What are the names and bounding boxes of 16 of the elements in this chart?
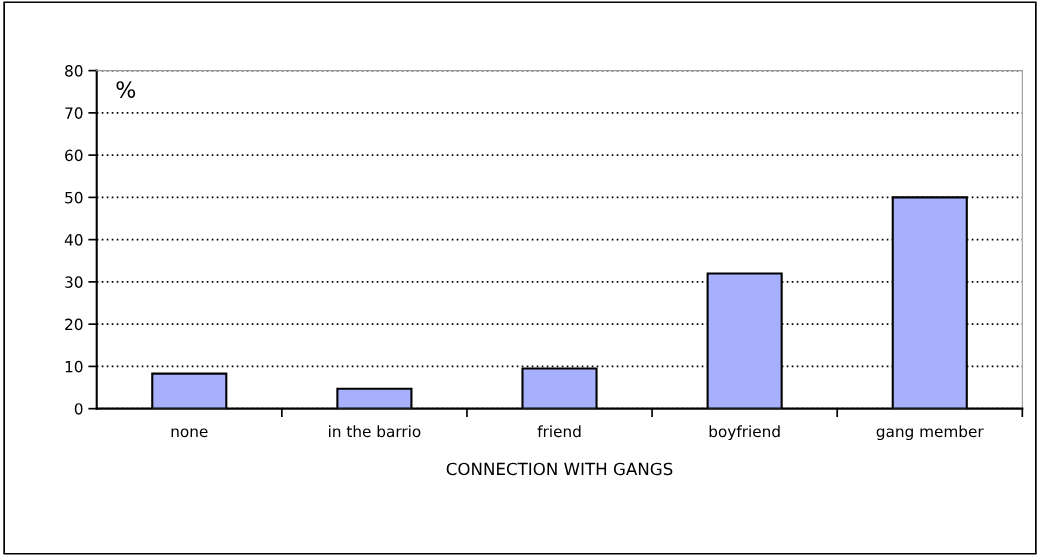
y-axis-title: % bbox=[116, 81, 136, 98]
y-tick-label: 40 bbox=[64, 234, 83, 246]
y-tick-label: 30 bbox=[65, 276, 83, 288]
y-tick-label: 80 bbox=[65, 65, 83, 77]
y-tick-label: 0 bbox=[74, 403, 83, 415]
x-tick-label: in the barrio bbox=[329, 425, 421, 438]
x-tick-label: gang member bbox=[876, 425, 984, 441]
x-tick-label: boyfriend bbox=[709, 425, 780, 441]
x-tick-label: none bbox=[171, 428, 208, 438]
y-tick-label: 70 bbox=[65, 107, 83, 119]
y-tick-label: 20 bbox=[65, 318, 83, 331]
y-tick-label: 50 bbox=[65, 191, 83, 204]
x-tick-label: friend bbox=[537, 425, 581, 438]
y-tick-label: 10 bbox=[65, 360, 83, 373]
y-tick-label: 60 bbox=[65, 149, 83, 162]
x-axis-title: CONNECTION WITH GANGS bbox=[446, 462, 673, 476]
